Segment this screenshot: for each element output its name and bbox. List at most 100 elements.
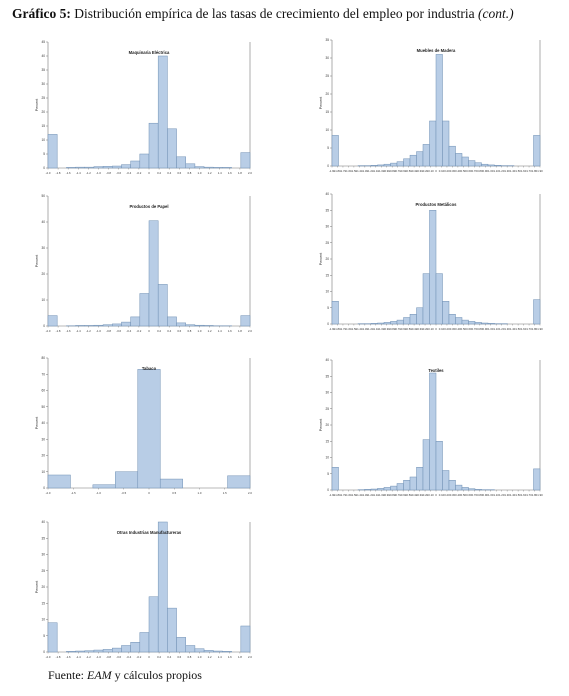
histogram-bar xyxy=(222,651,232,653)
histogram-bar xyxy=(435,273,443,325)
x-tick-label: -1.70 xyxy=(340,169,347,173)
x-tick-label: 0.70 xyxy=(472,327,478,331)
y-tick-label: 35 xyxy=(325,38,329,42)
x-tick-label: -1.60 xyxy=(345,327,352,331)
histogram-bar xyxy=(409,154,417,167)
source-em: EAM xyxy=(87,668,112,682)
y-tick-label: 20 xyxy=(41,454,45,458)
y-axis-label: Percent xyxy=(35,255,39,267)
histogram-bar xyxy=(157,55,168,169)
y-tick-label: 5 xyxy=(327,472,329,476)
x-tick-label: 1.50 xyxy=(515,327,521,331)
histogram-bar xyxy=(487,164,495,167)
x-tick-label: 0.5 xyxy=(172,491,176,495)
x-tick-label: 1.10 xyxy=(493,169,499,173)
x-tick-label: 1.30 xyxy=(504,493,510,497)
chart-title: Tabaco xyxy=(142,366,157,371)
x-tick-label: -1.00 xyxy=(378,169,385,173)
histogram-bar xyxy=(390,162,398,167)
x-tick-label: -1.8 xyxy=(56,655,61,659)
histogram-bar xyxy=(176,322,186,327)
x-tick-label: 0.2 xyxy=(157,329,161,333)
histogram-bar xyxy=(494,165,502,167)
x-tick-label: 0.20 xyxy=(444,493,450,497)
x-tick-label: -1.40 xyxy=(356,493,363,497)
x-tick-label: 0.6 xyxy=(177,171,181,175)
x-tick-label: 0 xyxy=(148,491,150,495)
x-tick-label: -0.60 xyxy=(400,169,407,173)
y-tick-label: 20 xyxy=(41,110,45,114)
histogram-bar xyxy=(533,299,541,325)
y-axis-label: Percent xyxy=(35,417,39,429)
x-tick-label: 1.40 xyxy=(510,327,516,331)
x-tick-label: 0.30 xyxy=(450,327,456,331)
y-tick-label: 80 xyxy=(41,356,45,360)
histogram-bar xyxy=(130,160,141,169)
histogram-bar xyxy=(102,649,113,653)
histogram-bar xyxy=(213,167,223,169)
histogram-muebles-de-madera: 0 5 10 15 20 25 30 35 Percent -1.90 -1.80 -1.70 -1.6… xyxy=(319,38,543,173)
y-tick-label: 25 xyxy=(41,96,45,100)
x-tick-label: -1.60 xyxy=(345,169,352,173)
histogram-otras-industrias: 0 5 10 15 20 25 30 35 40 Percent -2.0 -1.8 -1.6 -1.4 -… xyxy=(35,520,252,659)
x-tick-label: 1.4 xyxy=(218,655,222,659)
histogram-bar xyxy=(185,324,196,327)
x-tick-label: 1.8 xyxy=(238,655,242,659)
y-tick-label: 40 xyxy=(325,192,329,196)
x-tick-label: -1.70 xyxy=(340,493,347,497)
x-tick-label: 1.50 xyxy=(515,169,521,173)
x-tick-label: 1.2 xyxy=(208,171,212,175)
y-tick-label: 30 xyxy=(41,437,45,441)
histogram-bar xyxy=(377,322,385,325)
histogram-bar xyxy=(157,521,168,653)
x-tick-label: -1.4 xyxy=(76,655,81,659)
figure-title-text: Distribución empírica de las tasas de cr… xyxy=(74,6,475,21)
y-tick-label: 20 xyxy=(325,423,329,427)
x-tick-label: 1.8 xyxy=(238,171,242,175)
histogram-bar xyxy=(112,647,122,653)
x-tick-label: -0.30 xyxy=(416,327,423,331)
x-tick-label: -0.8 xyxy=(106,655,111,659)
x-tick-label: 0.60 xyxy=(466,327,472,331)
histogram-bar xyxy=(370,165,378,167)
figure-title-suffix: (cont.) xyxy=(477,6,514,21)
x-tick-label: 1.8 xyxy=(238,329,242,333)
x-tick-label: 0.60 xyxy=(466,169,472,173)
histogram-bar xyxy=(240,625,251,653)
y-tick-label: 70 xyxy=(41,372,45,376)
histogram-bar xyxy=(139,632,150,653)
x-tick-label: 1.80 xyxy=(532,493,538,497)
x-tick-label: -1.10 xyxy=(373,327,380,331)
histogram-bar xyxy=(167,607,177,653)
y-tick-label: 0 xyxy=(43,324,45,328)
x-tick-label: -0.4 xyxy=(126,655,131,659)
x-tick-label: -1.20 xyxy=(367,169,374,173)
x-tick-label: -1.20 xyxy=(367,493,374,497)
x-tick-label: -0.2 xyxy=(136,329,141,333)
y-axis-label: Percent xyxy=(35,99,39,111)
x-tick-label: 0.80 xyxy=(477,493,483,497)
histogram-bar xyxy=(84,650,95,653)
histogram-bar xyxy=(213,650,223,653)
x-tick-label: 1.00 xyxy=(488,327,494,331)
histogram-bar xyxy=(481,322,489,325)
y-tick-label: 10 xyxy=(325,456,329,460)
x-tick-label: -1.90 xyxy=(329,327,336,331)
histogram-bar xyxy=(47,134,58,169)
chart-title: Productos Metálicos xyxy=(416,202,458,207)
x-tick-label: 0.8 xyxy=(187,329,191,333)
y-tick-label: 25 xyxy=(41,569,45,573)
x-tick-label: 1.00 xyxy=(488,169,494,173)
x-tick-label: -0.90 xyxy=(384,327,391,331)
x-tick-label: 1.10 xyxy=(493,493,499,497)
histogram-bar xyxy=(377,164,385,167)
x-tick-label: -1.10 xyxy=(373,493,380,497)
x-tick-label: -0.50 xyxy=(405,169,412,173)
x-tick-label: -1.50 xyxy=(351,169,358,173)
histogram-bar xyxy=(121,164,131,169)
chart-title: Textiles xyxy=(428,368,444,373)
histogram-bar xyxy=(390,321,398,325)
histogram-bar xyxy=(396,161,404,167)
y-tick-label: 20 xyxy=(325,257,329,261)
